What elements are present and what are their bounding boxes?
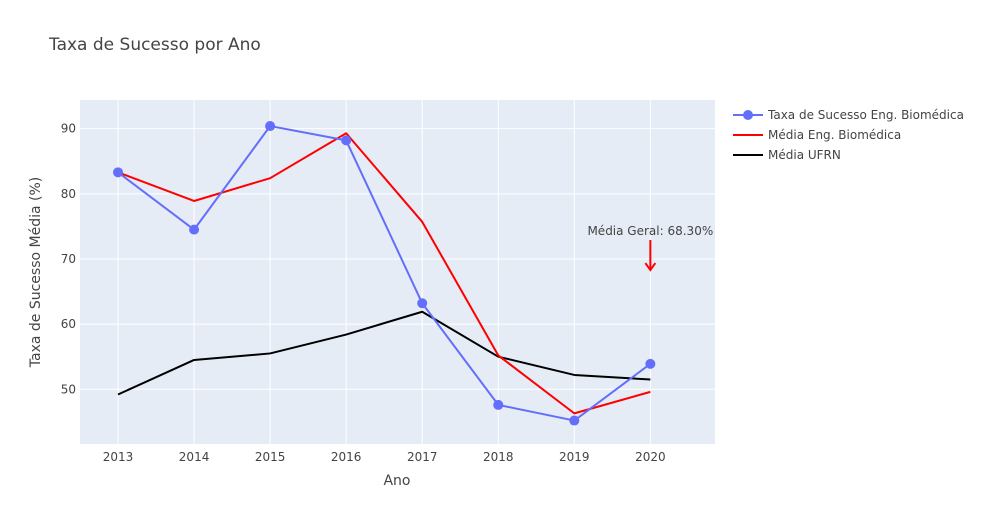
gridlines — [80, 100, 715, 444]
x-tick-label: 2014 — [179, 450, 210, 464]
series-line-2 — [117, 310, 651, 396]
series-point — [341, 135, 352, 146]
x-tick-label: 2015 — [255, 450, 286, 464]
legend-label-0: Taxa de Sucesso Eng. Biomédica — [767, 108, 964, 122]
series-point — [113, 167, 124, 178]
x-tick-label: 2018 — [483, 450, 514, 464]
annotation-text: Média Geral: 68.30% — [587, 224, 713, 238]
x-tick-label: 2017 — [407, 450, 438, 464]
y-tick-label: 50 — [61, 382, 76, 396]
legend-marker-0 — [743, 110, 753, 120]
legend: Taxa de Sucesso Eng. Biomédica Média Eng.… — [733, 108, 964, 162]
series-point — [417, 298, 428, 309]
annotation-arrow-head — [644, 262, 657, 272]
series-line-1 — [117, 132, 651, 415]
annotation: Média Geral: 68.30% — [587, 224, 713, 272]
x-tick-label: 2019 — [559, 450, 590, 464]
y-ticks: 50 60 70 80 90 — [61, 122, 76, 397]
legend-label-2: Média UFRN — [768, 148, 841, 162]
y-tick-label: 60 — [61, 317, 76, 331]
series-point — [645, 358, 656, 369]
x-tick-label: 2020 — [635, 450, 666, 464]
series-point — [493, 399, 504, 410]
plot-area — [80, 100, 715, 444]
y-tick-label: 90 — [61, 122, 76, 136]
x-ticks: 2013 2014 2015 2016 2017 2018 2019 2020 — [103, 450, 666, 464]
series-point — [265, 121, 276, 132]
x-tick-label: 2016 — [331, 450, 362, 464]
series-layer — [113, 121, 656, 426]
chart-title: Taxa de Sucesso por Ano — [48, 35, 261, 55]
y-tick-label: 80 — [61, 187, 76, 201]
legend-label-1: Média Eng. Biomédica — [768, 128, 901, 142]
series-line-0 — [117, 125, 651, 422]
x-tick-label: 2013 — [103, 450, 134, 464]
series-point — [569, 415, 580, 426]
y-axis-title: Taxa de Sucesso Média (%) — [28, 177, 44, 368]
y-tick-label: 70 — [61, 252, 76, 266]
series-point — [189, 224, 200, 235]
x-axis-title: Ano — [383, 473, 410, 489]
